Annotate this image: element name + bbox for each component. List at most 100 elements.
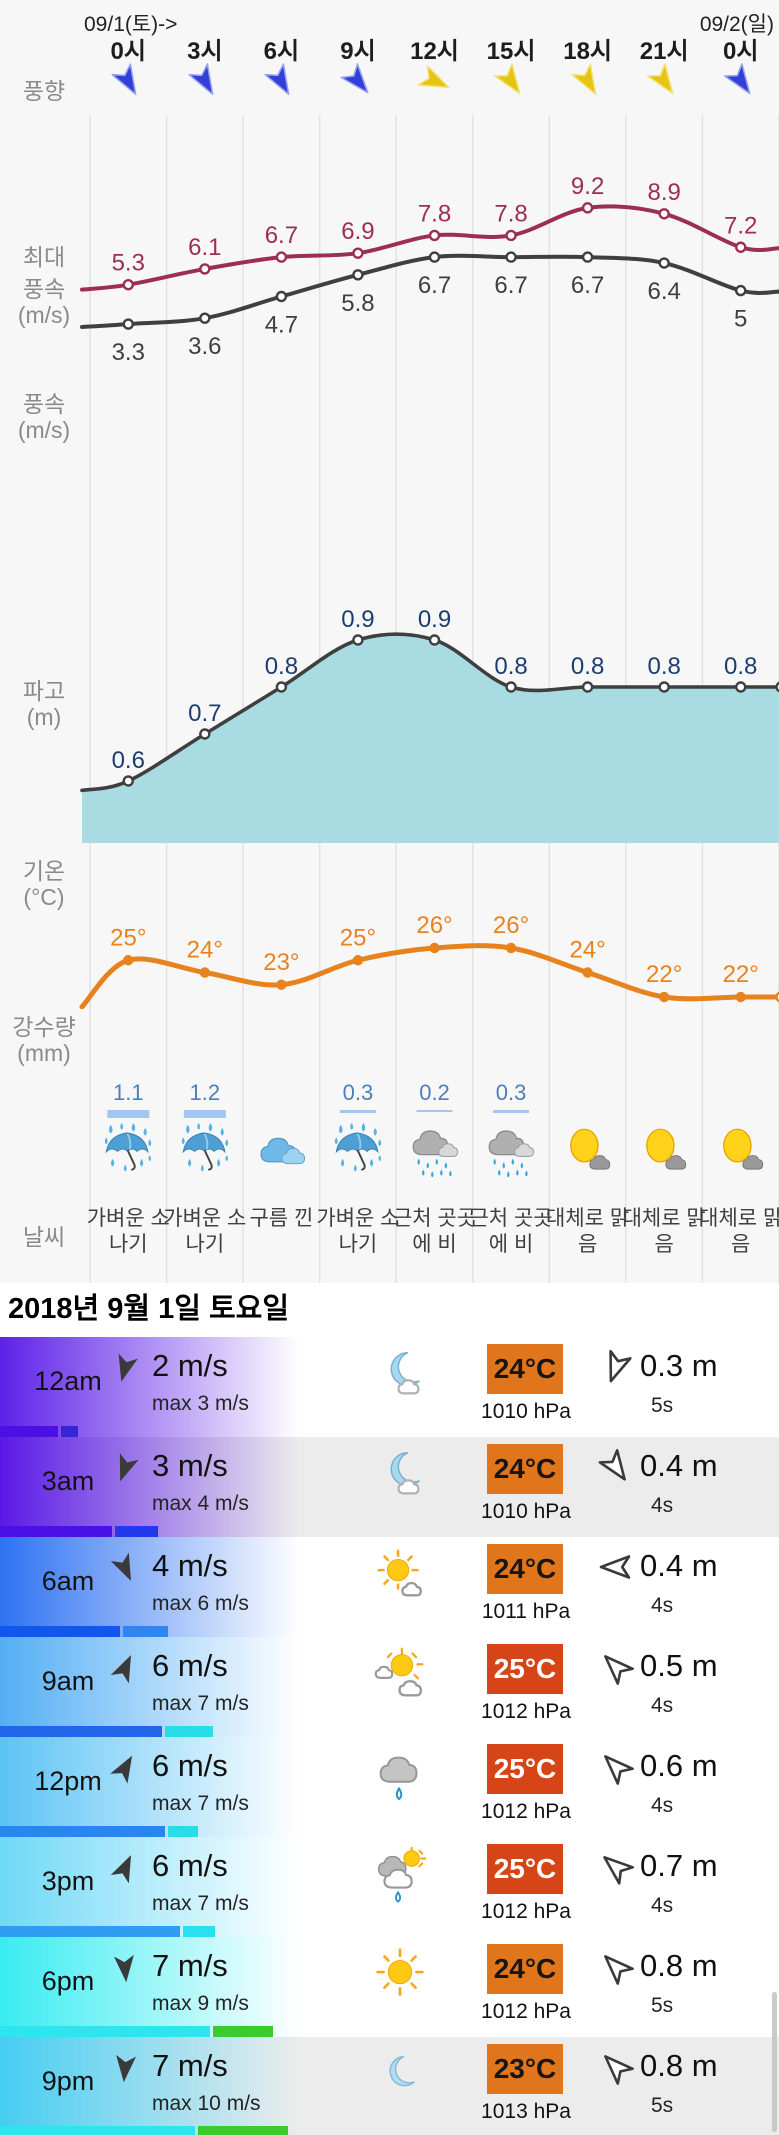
wind-strength-bar <box>0 1426 81 1437</box>
wind-bar-segment <box>0 1726 162 1737</box>
wave-period-value: 4s <box>651 1494 674 1517</box>
chart-value-label: 6.7 <box>571 272 604 299</box>
wave-direction-icon <box>609 1349 632 1383</box>
scrollbar-thumb[interactable] <box>772 1992 777 2132</box>
date-range-end: 09/2(일) <box>699 13 774 36</box>
wind-direction-arrow-icon <box>493 63 521 95</box>
wave-height-value: 0.8 m <box>640 1948 718 1983</box>
cloud-rain-icon <box>482 1122 540 1180</box>
time-tick: 21시 <box>639 38 689 65</box>
wave-period-value: 4s <box>651 1694 674 1717</box>
forecast-row[interactable]: 6pm 7 m/s max 9 m/s 24°C 1012 hPa 0.8 m … <box>0 1937 779 2037</box>
precip-value-label: 0.2 <box>419 1080 450 1105</box>
moon-icon <box>369 2043 431 2105</box>
wind-direction-icon <box>110 1655 132 1684</box>
chart-value-label: 5 <box>734 306 747 333</box>
wave-direction-icon <box>598 1449 626 1481</box>
chart-value-label: 5.8 <box>341 290 374 317</box>
wind-strength-bar <box>0 2026 276 2037</box>
weather-column: 가벼운 소나기 <box>161 1122 249 1258</box>
axis-label-precip-2: (mm) <box>17 1040 71 1066</box>
time-tick: 0시 <box>110 38 146 65</box>
wind-bar-segment <box>183 1926 215 1937</box>
axis-label-wave-1: 파고 <box>22 678 66 704</box>
chart-value-label: 0.8 <box>647 653 680 680</box>
wind-speed-value: 7 m/s <box>152 1948 228 1983</box>
row-time-label: 6am <box>41 1565 95 1596</box>
pressure-value: 1010 hPa <box>481 1500 571 1523</box>
forecast-row[interactable]: 12am 2 m/s max 3 m/s 24°C 1010 hPa 0.3 m… <box>0 1337 779 1437</box>
temperature-badge: 24°C <box>487 1544 563 1594</box>
forecast-row[interactable]: 9am 6 m/s max 7 m/s 25°C 1012 hPa 0.5 m … <box>0 1637 779 1737</box>
forecast-row[interactable]: 6am 4 m/s max 6 m/s 24°C 1011 hPa 0.4 m … <box>0 1537 779 1637</box>
wave-direction-icon <box>604 1955 634 1985</box>
chart-value-label: 6.7 <box>265 222 298 249</box>
sun-icon <box>369 1943 431 2005</box>
time-tick: 18시 <box>563 38 612 65</box>
wind-speed-value: 6 m/s <box>152 1648 228 1683</box>
forecast-chart: 5.3 6.1 6.7 6.9 7.8 7.8 9.2 8.9 7.2 3.3 3.6 4.7 5.8 6… <box>79 115 779 1283</box>
wind-direction-arrow-icon <box>188 63 214 96</box>
chart-value-label: 0.9 <box>418 606 451 633</box>
chart-value-label: 0.7 <box>188 700 221 727</box>
axis-label-precip-1: 강수량 <box>12 1014 76 1040</box>
wave-period-value: 5s <box>651 1994 674 2017</box>
temperature-badge: 24°C <box>487 1344 563 1394</box>
wave-height-value: 0.5 m <box>640 1648 718 1683</box>
wind-max-value: max 7 m/s <box>152 1792 249 1815</box>
wind-speed-value: 4 m/s <box>152 1548 228 1583</box>
weather-column: 대체로 맑음 <box>620 1122 708 1258</box>
wind-bar-segment <box>198 2126 288 2135</box>
forecast-row[interactable]: 12pm 6 m/s max 7 m/s 25°C 1012 hPa 0.6 m… <box>0 1737 779 1837</box>
sun-behind-cloud-icon <box>712 1122 770 1180</box>
precip-value-label: 1.2 <box>190 1080 221 1105</box>
wave-height-value: 0.6 m <box>640 1748 718 1783</box>
row-time-label: 9pm <box>41 2065 95 2096</box>
cloud-rain-icon <box>406 1122 464 1180</box>
time-tick: 9시 <box>340 38 376 65</box>
wind-direction-arrow-icon <box>111 63 137 96</box>
wind-direction-arrow-icon <box>571 63 597 96</box>
axis-label-max-wind-1: 최대 <box>22 244 66 270</box>
wind-direction-arrow-icon <box>264 63 290 96</box>
temperature-badge: 25°C <box>487 1644 563 1694</box>
chart-value-label: 7.8 <box>418 200 451 227</box>
wind-direction-arrow-icon <box>417 65 450 89</box>
temperature-badge: 24°C <box>487 1944 563 1994</box>
sun-behind-cloud-icon <box>559 1122 617 1180</box>
wind-bar-segment <box>115 1526 158 1537</box>
row-time-label: 12pm <box>34 1765 102 1796</box>
time-tick: 3시 <box>187 38 223 65</box>
umbrella-rain-icon <box>99 1122 157 1180</box>
axis-label-wind-2: (m/s) <box>17 417 71 443</box>
forecast-row[interactable]: 3pm 6 m/s max 7 m/s 25°C 1012 hPa 0.7 m … <box>0 1837 779 1937</box>
chart-value-label: 0.8 <box>494 653 527 680</box>
wind-max-value: max 7 m/s <box>152 1692 249 1715</box>
wind-bar-segment <box>0 2026 210 2037</box>
wind-strength-bar <box>0 1626 171 1637</box>
axis-label-wind-direction: 풍향 <box>22 78 66 104</box>
pressure-value: 1012 hPa <box>481 1700 571 1723</box>
sun-clouds-icon <box>369 1643 431 1705</box>
wave-period-value: 5s <box>651 1394 674 1417</box>
wind-direction-icon <box>110 1755 133 1784</box>
wind-bar-segment <box>0 2126 195 2135</box>
wind-bar-segment <box>0 1926 180 1937</box>
weather-column: 대체로 맑음 <box>544 1122 632 1258</box>
moon-cloud-icon <box>369 1443 431 1505</box>
weather-column: 근처 곳곳에 비 <box>467 1122 555 1258</box>
row-time-label: 3am <box>41 1465 95 1496</box>
clouds-icon <box>252 1122 310 1180</box>
wave-height-value: 0.4 m <box>640 1448 718 1483</box>
forecast-row[interactable]: 9pm 7 m/s max 10 m/s 23°C 1013 hPa 0.8 m… <box>0 2037 779 2135</box>
wave-direction-icon <box>604 2055 634 2085</box>
wind-strength-bar <box>0 1526 161 1537</box>
precip-value-label: 1.1 <box>113 1080 144 1105</box>
wind-direction-arrow-icon <box>723 63 751 95</box>
wind-speed-value: 3 m/s <box>152 1448 228 1483</box>
cloud-sun-drop-icon <box>369 1843 431 1905</box>
wind-max-value: max 9 m/s <box>152 1992 249 2015</box>
chart-value-label: 7.2 <box>724 212 757 239</box>
forecast-row[interactable]: 3am 3 m/s max 4 m/s 24°C 1010 hPa 0.4 m … <box>0 1437 779 1537</box>
pressure-value: 1012 hPa <box>481 1900 571 1923</box>
